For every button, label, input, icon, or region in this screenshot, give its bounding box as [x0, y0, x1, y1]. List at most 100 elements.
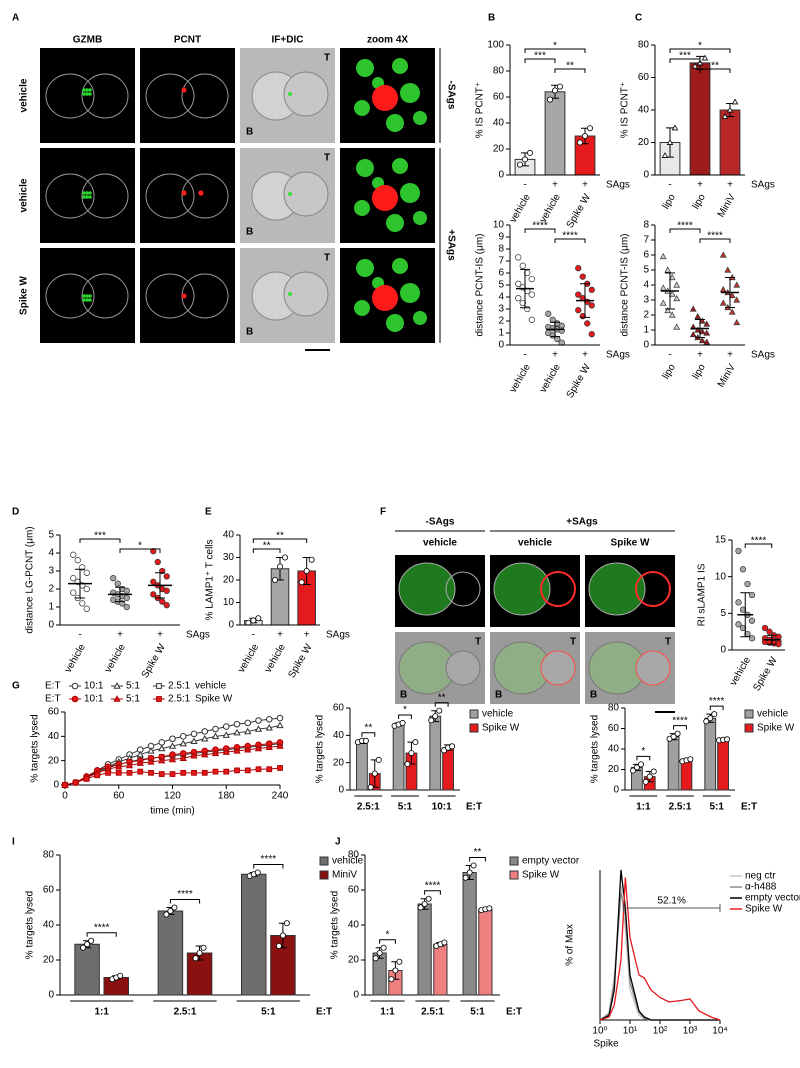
point: [694, 326, 702, 333]
category-label: Spike W: [751, 655, 779, 693]
category-label: vehicle: [103, 642, 128, 675]
point: [441, 747, 448, 754]
micrograph: [140, 148, 235, 243]
point: [74, 557, 81, 564]
y-tick-label: 60: [493, 92, 505, 103]
y-tick-label: 40: [43, 920, 55, 931]
gate-label: 52.1%: [657, 896, 685, 907]
significance-label: ****: [677, 221, 693, 232]
y-tick-label: 20: [43, 955, 55, 966]
y-tick-label: 0: [338, 785, 344, 796]
point: [250, 617, 257, 624]
point: [646, 773, 653, 780]
fluorescent-spot: [88, 294, 92, 298]
error-bar: [695, 319, 705, 338]
legend-label: Spike W: [745, 904, 783, 915]
legend-label: 2.5:1: [168, 694, 191, 705]
point: [380, 944, 387, 951]
x-tick-label: 240: [272, 791, 289, 802]
point: [552, 87, 559, 94]
y-tick-label: 5: [48, 530, 54, 541]
y-tick-label: 20: [48, 755, 60, 766]
bar: [544, 91, 566, 176]
fluorescent-spot: [181, 87, 187, 93]
point: [276, 721, 284, 729]
point: [125, 761, 134, 769]
point: [748, 591, 756, 599]
point: [425, 895, 432, 902]
legend-title: E:T: [45, 694, 61, 705]
significance-label: *: [403, 705, 407, 716]
y-tick-label: 8: [498, 244, 504, 255]
point: [470, 862, 477, 869]
point: [739, 606, 747, 613]
cell-outline: [145, 273, 195, 319]
error-bar: [75, 568, 85, 599]
zoom-granule: [400, 283, 420, 303]
significance-bracket: [669, 58, 701, 63]
micrograph: [140, 48, 235, 143]
y-tick-label: 0: [498, 170, 504, 181]
series-line: [599, 892, 720, 1021]
column-header: PCNT: [174, 35, 201, 46]
y-tick-label: 20: [333, 757, 345, 768]
point: [579, 273, 586, 280]
y-tick-label: 80: [493, 66, 505, 77]
point: [72, 779, 79, 786]
point: [441, 939, 448, 946]
fluorescent-spot: [88, 88, 92, 92]
significance-label: ****: [261, 854, 277, 865]
category-label: MiniV: [716, 192, 738, 219]
legend-marker: [71, 695, 79, 703]
cell-label: B: [246, 227, 253, 238]
point: [664, 266, 672, 273]
bar: [429, 715, 442, 791]
x-axis-label: Spike: [593, 1039, 618, 1050]
y-tick-label: 60: [638, 72, 650, 83]
point: [158, 756, 166, 764]
legend-label: MiniV: [332, 870, 357, 881]
point: [276, 714, 284, 722]
y-tick-label: 6: [643, 250, 649, 261]
zoom-granule: [354, 100, 370, 116]
point: [661, 152, 669, 158]
legend-marker: [113, 695, 121, 702]
zoom-granule: [354, 200, 370, 216]
y-tick-label: 30: [223, 552, 235, 563]
y-tick-label: 9: [498, 232, 504, 243]
point: [180, 769, 187, 776]
y-tick-label: 3: [498, 304, 504, 315]
legend-marker: [156, 696, 162, 702]
point: [515, 295, 522, 302]
point: [277, 765, 283, 771]
point: [70, 551, 77, 558]
significance-label: ****: [177, 889, 193, 900]
category-label: 2.5:1: [421, 1007, 444, 1018]
sign-label: -: [78, 630, 81, 641]
dic-cell: [635, 650, 671, 686]
point: [412, 739, 419, 746]
significance-label: *: [553, 41, 557, 52]
point: [588, 286, 595, 293]
point: [519, 262, 526, 269]
y-axis-label: % targets lysed: [25, 891, 36, 959]
y-axis-label: distance PCNT-IS (μm): [475, 233, 486, 336]
y-tick-label: 80: [638, 40, 650, 51]
significance-bracket: [744, 543, 773, 548]
point: [728, 308, 736, 315]
micrograph: [140, 248, 235, 343]
bar: [689, 62, 711, 176]
category-label: 5:1: [470, 1007, 485, 1018]
point: [244, 727, 252, 735]
point: [392, 967, 399, 974]
significance-label: *: [138, 541, 142, 552]
fluorescent-spot: [288, 292, 292, 296]
cell-label: B: [246, 127, 253, 138]
y-tick-label: 0: [228, 620, 234, 631]
x-tick-label: 10²: [653, 1026, 668, 1037]
point: [637, 761, 644, 768]
fluorescent-spot: [82, 92, 86, 96]
point: [724, 736, 731, 743]
point: [275, 943, 282, 950]
point: [687, 756, 694, 763]
